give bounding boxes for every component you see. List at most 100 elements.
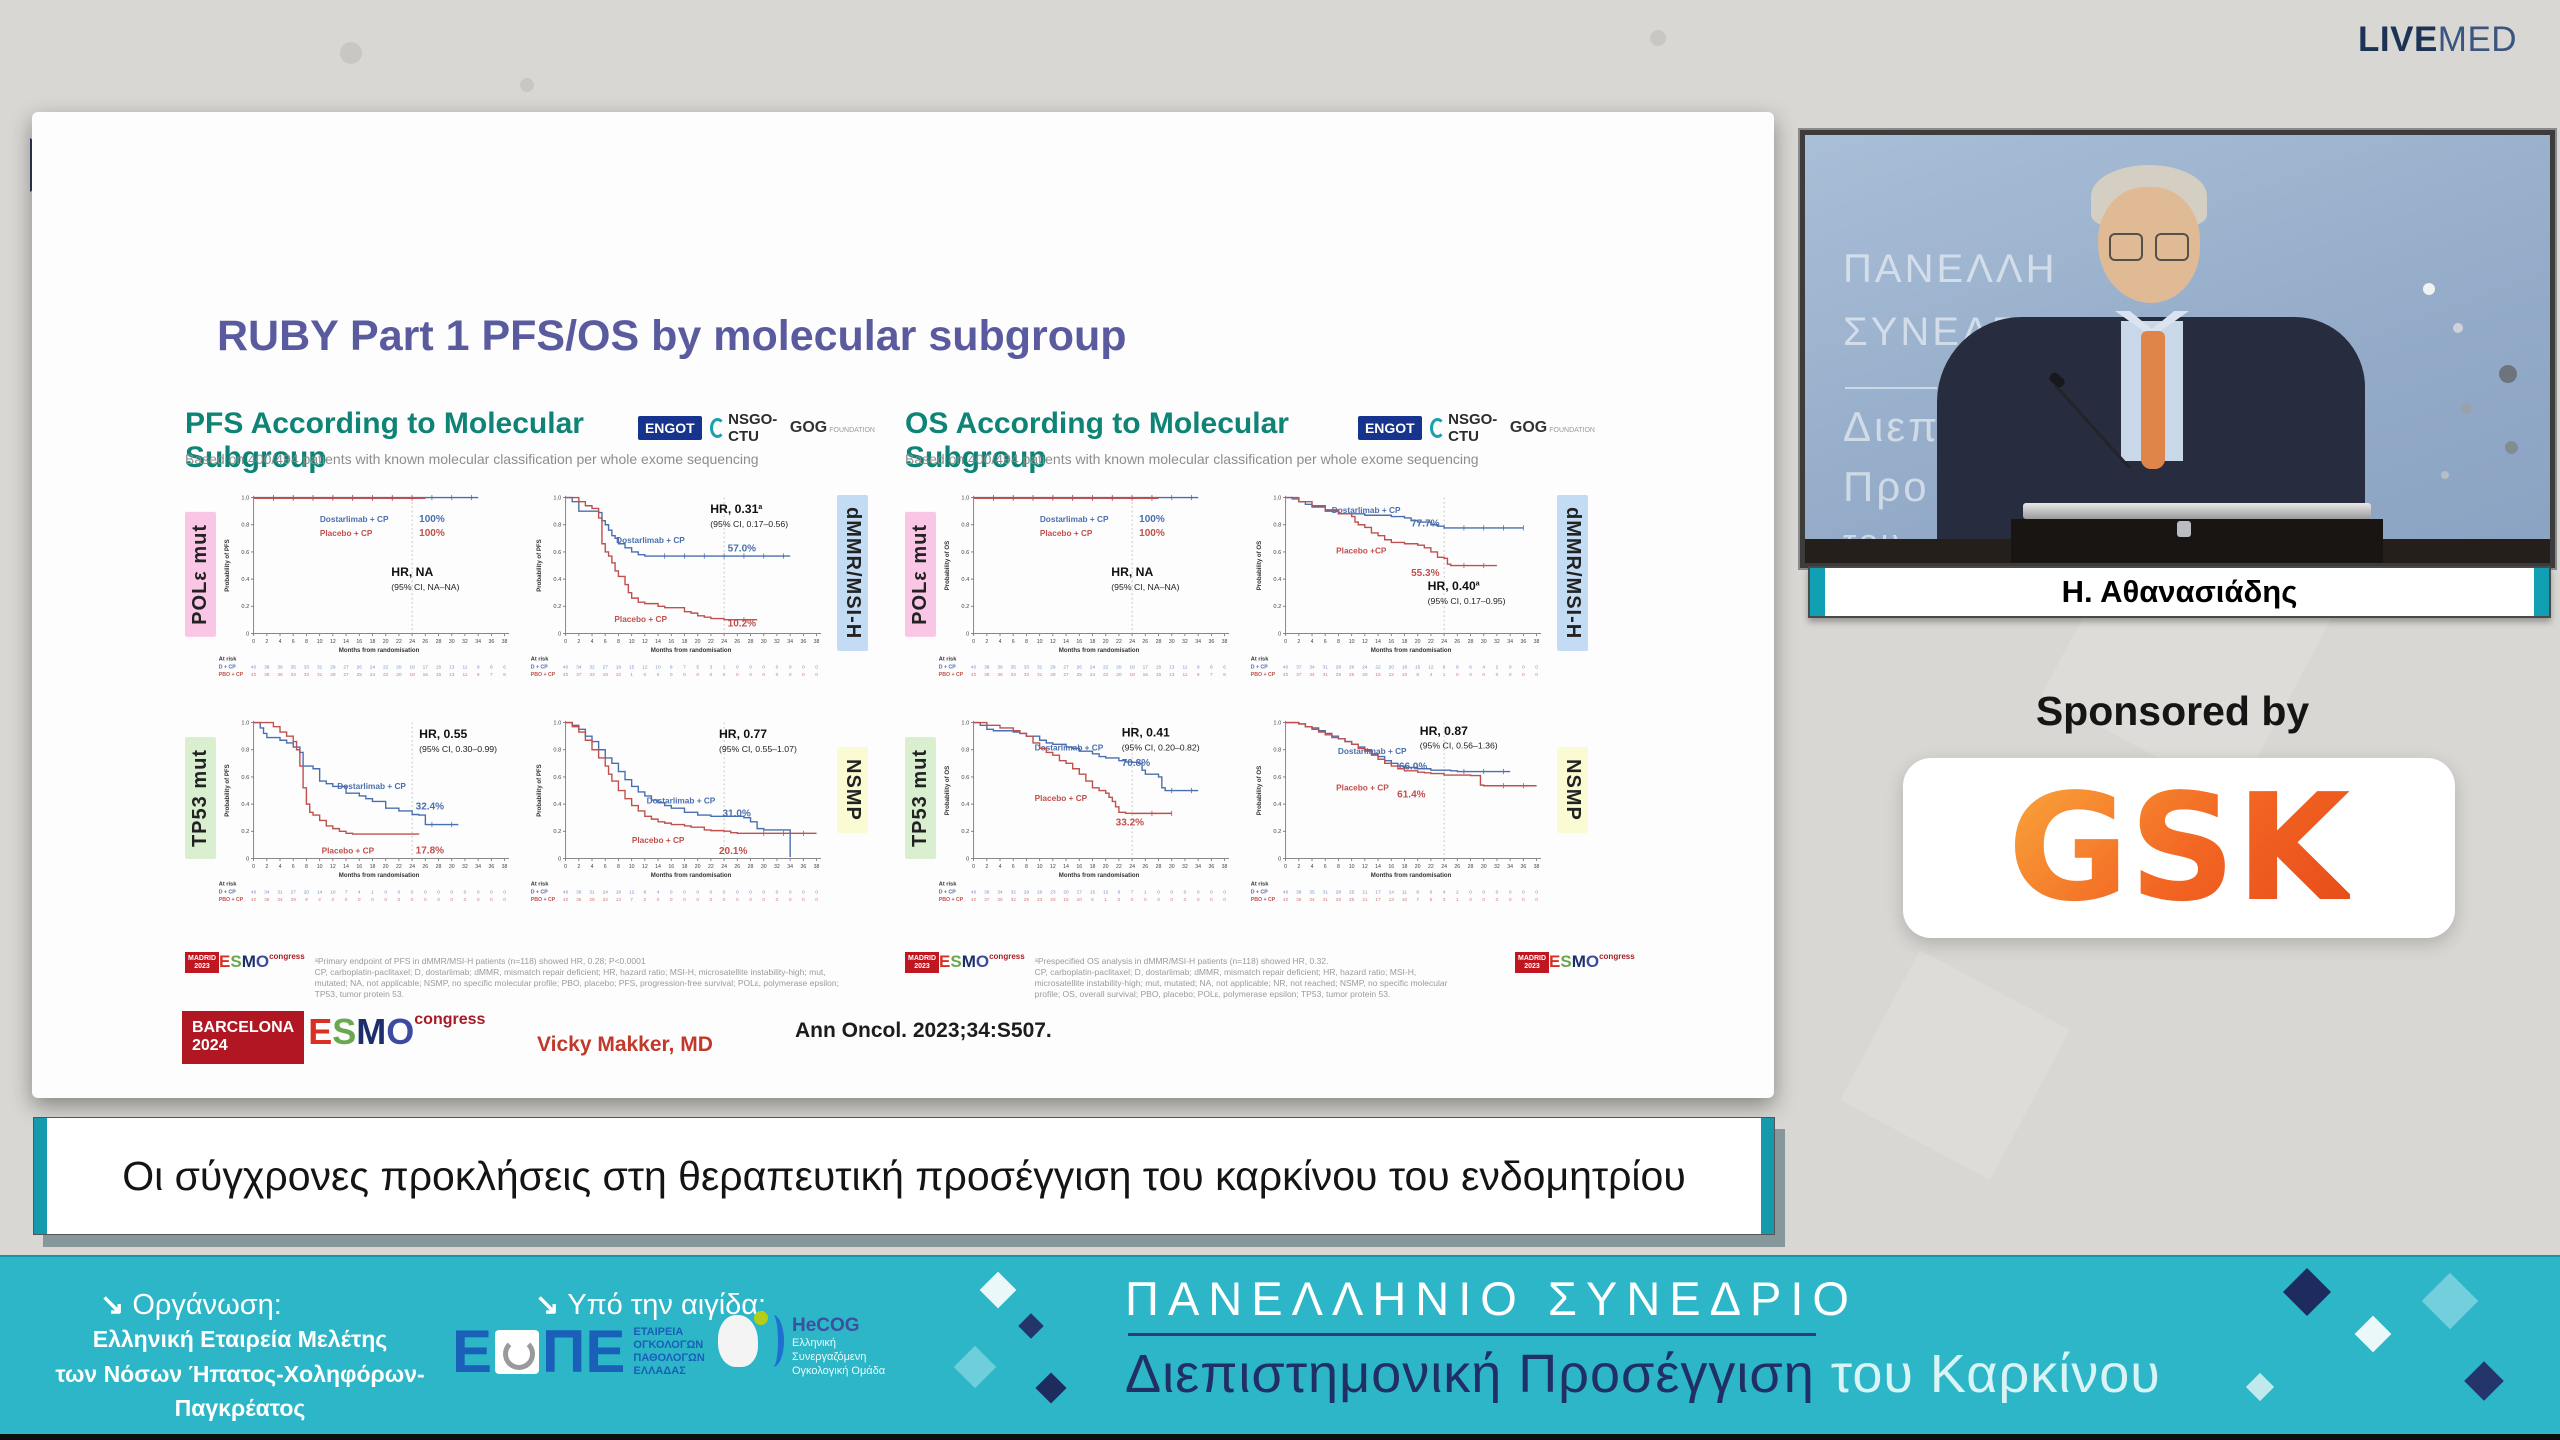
svg-text:36: 36	[576, 889, 582, 895]
svg-text:Months from randomisation: Months from randomisation	[651, 647, 732, 654]
svg-text:0: 0	[972, 639, 975, 645]
svg-text:27: 27	[343, 672, 349, 678]
svg-text:6: 6	[1324, 639, 1327, 645]
svg-text:Dostarlimab + CP: Dostarlimab + CP	[1338, 747, 1407, 756]
svg-text:0: 0	[1535, 664, 1538, 670]
svg-text:27: 27	[343, 664, 349, 670]
svg-text:66.0%: 66.0%	[1399, 762, 1427, 773]
svg-text:16: 16	[668, 639, 674, 645]
svg-text:0: 0	[683, 889, 686, 895]
svg-text:32: 32	[462, 639, 468, 645]
svg-text:22: 22	[383, 664, 389, 670]
slide-footer: BARCELONA 2024 ESMO congress Vicky Makker…	[32, 1005, 1774, 1085]
hecog-figure-icon	[762, 1315, 784, 1367]
os-footnote: MADRID 2023 ESMO congress ᵃPrespecified O…	[905, 952, 1585, 1000]
svg-text:20: 20	[1063, 889, 1069, 895]
svg-text:14: 14	[1063, 639, 1069, 645]
svg-text:0.6: 0.6	[961, 775, 969, 781]
svg-text:0.6: 0.6	[1273, 775, 1281, 781]
svg-text:0: 0	[723, 889, 726, 895]
talk-title: Οι σύγχρονες προκλήσεις στη θεραπευτική …	[122, 1152, 1686, 1199]
svg-text:20: 20	[695, 864, 701, 870]
km-chart-os-pole-mut: 0 0.2 0.4 0.6 0.8 1.0 0 2 4 6 8 10 12 14 16 18 20 22 24 26 2…	[937, 487, 1242, 692]
km-chart-pfs-nsmp: 0 0.2 0.4 0.6 0.8 1.0 0 2 4 6 8 10 12 14 16 18 20 22 24 26 2…	[529, 712, 834, 917]
svg-text:0.6: 0.6	[961, 550, 969, 556]
svg-text:0: 0	[411, 889, 414, 895]
svg-text:4: 4	[358, 889, 361, 895]
svg-text:34: 34	[1309, 897, 1315, 903]
svg-text:32: 32	[1011, 897, 1017, 903]
svg-text:D + CP: D + CP	[1251, 664, 1268, 670]
svg-text:1: 1	[371, 889, 374, 895]
svg-text:1.0: 1.0	[553, 720, 561, 726]
svg-text:At risk: At risk	[1251, 657, 1269, 663]
livemed-bold: LIVE	[2358, 20, 2438, 59]
svg-text:32: 32	[1494, 864, 1500, 870]
svg-text:18: 18	[616, 889, 622, 895]
subgroup-label-tp53-mut: TP53 mut	[185, 737, 216, 860]
svg-text:(95% CI, NA–NA): (95% CI, NA–NA)	[1111, 582, 1179, 592]
svg-text:Dostarlimab + CP: Dostarlimab + CP	[320, 515, 389, 524]
svg-text:10: 10	[1037, 639, 1043, 645]
svg-text:15: 15	[436, 672, 442, 678]
svg-text:24: 24	[721, 864, 727, 870]
svg-text:0: 0	[776, 664, 779, 670]
svg-text:1: 1	[723, 664, 726, 670]
eope-spiral-icon	[495, 1330, 540, 1374]
svg-text:28: 28	[436, 639, 442, 645]
svg-text:32: 32	[1011, 889, 1017, 895]
svg-text:2: 2	[577, 639, 580, 645]
svg-text:HR, NA: HR, NA	[391, 565, 433, 579]
svg-text:12: 12	[1389, 672, 1395, 678]
svg-text:31: 31	[317, 672, 323, 678]
cube-deco	[979, 1271, 1017, 1309]
svg-text:0.4: 0.4	[961, 802, 969, 808]
svg-text:8: 8	[1025, 639, 1028, 645]
svg-text:13: 13	[616, 897, 622, 903]
svg-text:10: 10	[317, 864, 323, 870]
svg-text:57.0%: 57.0%	[728, 544, 756, 555]
svg-text:13: 13	[1389, 897, 1395, 903]
svg-text:12: 12	[1362, 639, 1368, 645]
video-bg-line	[1845, 387, 1937, 389]
svg-text:2: 2	[577, 864, 580, 870]
svg-text:30: 30	[1481, 639, 1487, 645]
svg-text:0: 0	[411, 897, 414, 903]
svg-text:Months from randomisation: Months from randomisation	[651, 872, 732, 879]
svg-text:38: 38	[502, 864, 508, 870]
svg-text:1: 1	[630, 672, 633, 678]
svg-text:At risk: At risk	[219, 657, 237, 663]
svg-text:(95% CI, 0.30–0.99): (95% CI, 0.30–0.99)	[419, 744, 497, 754]
svg-text:35: 35	[997, 897, 1003, 903]
svg-text:22: 22	[1116, 639, 1122, 645]
subgroup-label-nsmp: NSMP	[1557, 747, 1588, 833]
svg-text:4: 4	[1443, 889, 1446, 895]
svg-text:10: 10	[629, 864, 635, 870]
svg-text:D + CP: D + CP	[531, 664, 548, 670]
svg-text:32: 32	[1494, 639, 1500, 645]
svg-text:0: 0	[1522, 897, 1525, 903]
hecog-bust-icon	[718, 1311, 768, 1367]
gsk-logo-card: GSK	[1903, 758, 2455, 938]
svg-text:PBO + CP: PBO + CP	[531, 897, 556, 903]
svg-text:Probability of PFS: Probability of PFS	[224, 539, 231, 591]
svg-text:26: 26	[1142, 864, 1148, 870]
svg-text:6: 6	[1223, 664, 1226, 670]
svg-text:0: 0	[749, 889, 752, 895]
svg-text:18: 18	[1090, 639, 1096, 645]
svg-text:35: 35	[1011, 664, 1017, 670]
svg-text:7: 7	[345, 889, 348, 895]
svg-text:40: 40	[251, 889, 257, 895]
svg-text:22: 22	[708, 639, 714, 645]
svg-text:0: 0	[490, 889, 493, 895]
svg-text:24: 24	[1129, 864, 1135, 870]
hecog-logo: HeCOG Ελληνική Συνεργαζόμενη Ογκολογική …	[718, 1311, 885, 1378]
svg-text:27: 27	[1063, 672, 1069, 678]
svg-text:40: 40	[251, 672, 257, 678]
svg-text:20: 20	[396, 672, 402, 678]
speaker-glasses	[2109, 233, 2189, 261]
svg-text:15: 15	[1156, 664, 1162, 670]
svg-text:31: 31	[1323, 889, 1329, 895]
video-bg-dot	[2499, 365, 2517, 383]
svg-text:34: 34	[277, 897, 283, 903]
